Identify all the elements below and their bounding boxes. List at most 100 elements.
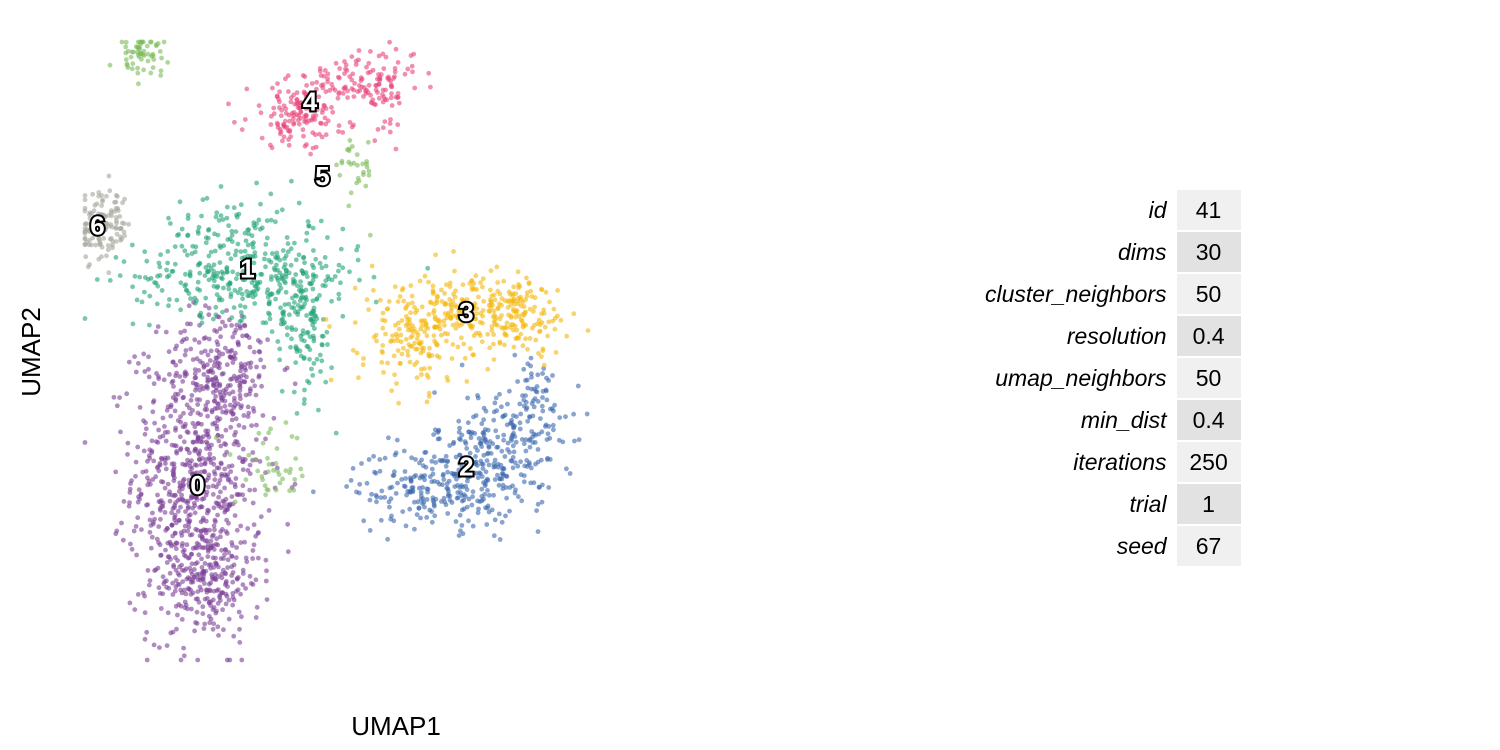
cluster-3-point xyxy=(491,332,496,337)
cluster-0-point xyxy=(127,541,133,547)
cluster-2-point xyxy=(432,503,437,509)
cluster-4-point xyxy=(389,103,395,108)
cluster-4-point xyxy=(356,48,362,53)
cluster-3-point xyxy=(536,351,541,356)
cluster-2-point xyxy=(521,366,527,372)
cluster-0-point xyxy=(232,403,238,408)
cluster-0-point xyxy=(144,657,150,663)
cluster-0-point xyxy=(200,611,206,617)
cluster-3-point xyxy=(489,324,495,329)
cluster-4-point xyxy=(392,66,398,71)
cluster-3-point xyxy=(398,332,404,338)
cluster-5-point xyxy=(265,455,270,461)
cluster-0-point xyxy=(206,312,212,318)
cluster-0-point xyxy=(203,403,209,408)
cluster-1-point xyxy=(287,312,292,318)
cluster-0-point xyxy=(225,507,231,512)
cluster-2-point xyxy=(576,437,582,443)
cluster-6-point xyxy=(107,188,113,194)
cluster-0-point xyxy=(243,555,249,561)
cluster-3-point xyxy=(385,360,390,366)
param-value: 1 xyxy=(1176,484,1241,524)
cluster-1-point xyxy=(197,270,203,276)
cluster-4-point xyxy=(274,94,280,99)
cluster-0-point xyxy=(239,378,244,384)
cluster-2-point xyxy=(377,468,383,474)
cluster-2-point xyxy=(510,422,516,428)
cluster-2-point xyxy=(538,457,544,463)
cluster-5-point xyxy=(158,73,164,78)
cluster-0-point xyxy=(187,532,193,538)
cluster-0-point xyxy=(139,527,144,532)
cluster-3-point xyxy=(461,341,467,347)
cluster-0-point xyxy=(146,374,152,380)
cluster-3-point xyxy=(439,287,444,293)
cluster-4-point xyxy=(311,98,317,103)
cluster-4-point xyxy=(281,134,287,140)
cluster-0-point xyxy=(189,488,195,494)
cluster-2-point xyxy=(417,460,422,466)
cluster-1-point xyxy=(284,235,290,240)
cluster-0-point xyxy=(240,582,246,588)
cluster-4-point xyxy=(364,87,369,93)
cluster-2-point xyxy=(424,515,430,520)
cluster-4-point xyxy=(337,66,342,71)
cluster-4-point xyxy=(380,87,386,93)
cluster-0-point xyxy=(251,349,257,355)
cluster-3-point xyxy=(437,326,443,332)
cluster-0-point xyxy=(190,420,196,426)
cluster-0-point xyxy=(152,420,158,426)
cluster-1-point xyxy=(280,248,286,253)
cluster-2-point xyxy=(533,461,538,467)
cluster-3-point xyxy=(477,319,483,325)
cluster-3-point xyxy=(460,282,466,288)
cluster-4-point xyxy=(392,69,398,75)
cluster-0-point xyxy=(174,343,180,349)
cluster-0-point xyxy=(181,528,187,534)
cluster-3-point xyxy=(491,308,497,314)
cluster-4-point xyxy=(349,54,355,59)
cluster-3-point xyxy=(540,348,546,354)
cluster-0-point xyxy=(256,530,261,535)
cluster-4-point xyxy=(388,78,393,84)
cluster-1-point xyxy=(310,262,315,268)
cluster-0-point xyxy=(249,423,255,428)
cluster-3-point xyxy=(459,335,464,341)
cluster-3-point xyxy=(497,291,503,297)
cluster-1-point xyxy=(305,219,311,224)
cluster-0-point xyxy=(253,437,259,442)
cluster-0-point xyxy=(179,617,185,622)
cluster-0-point xyxy=(160,415,166,421)
cluster-1-point xyxy=(338,280,343,286)
cluster-2-point xyxy=(457,425,462,431)
cluster-1-point xyxy=(311,248,316,253)
cluster-0-point xyxy=(134,552,140,558)
cluster-0-point xyxy=(214,339,220,345)
cluster-0-point xyxy=(207,620,213,626)
cluster-6-point xyxy=(82,226,88,231)
cluster-0-point xyxy=(213,555,218,561)
cluster-0-point xyxy=(229,564,235,570)
cluster-3-point xyxy=(552,326,558,332)
cluster-0-point xyxy=(223,601,229,607)
cluster-0-point xyxy=(192,371,198,377)
cluster-0-point xyxy=(188,397,194,403)
cluster-0-point xyxy=(166,492,172,497)
cluster-1-point xyxy=(174,297,180,303)
cluster-0-point xyxy=(198,412,204,418)
cluster-1-point xyxy=(357,277,362,283)
cluster-5-point xyxy=(289,434,295,439)
cluster-0-point xyxy=(183,421,188,427)
cluster-0-point xyxy=(146,366,151,372)
cluster-0-point xyxy=(202,621,208,627)
cluster-0-point xyxy=(271,415,277,421)
cluster-6-point xyxy=(101,225,107,231)
cluster-4-point xyxy=(370,67,376,73)
cluster-0-point xyxy=(211,456,217,461)
cluster-4-point xyxy=(286,89,291,94)
cluster-2-point xyxy=(456,418,462,424)
x-axis-label: UMAP1 xyxy=(351,711,441,741)
cluster-6-point xyxy=(120,200,125,206)
cluster-0-point xyxy=(230,360,236,365)
cluster-0-point xyxy=(177,496,183,502)
